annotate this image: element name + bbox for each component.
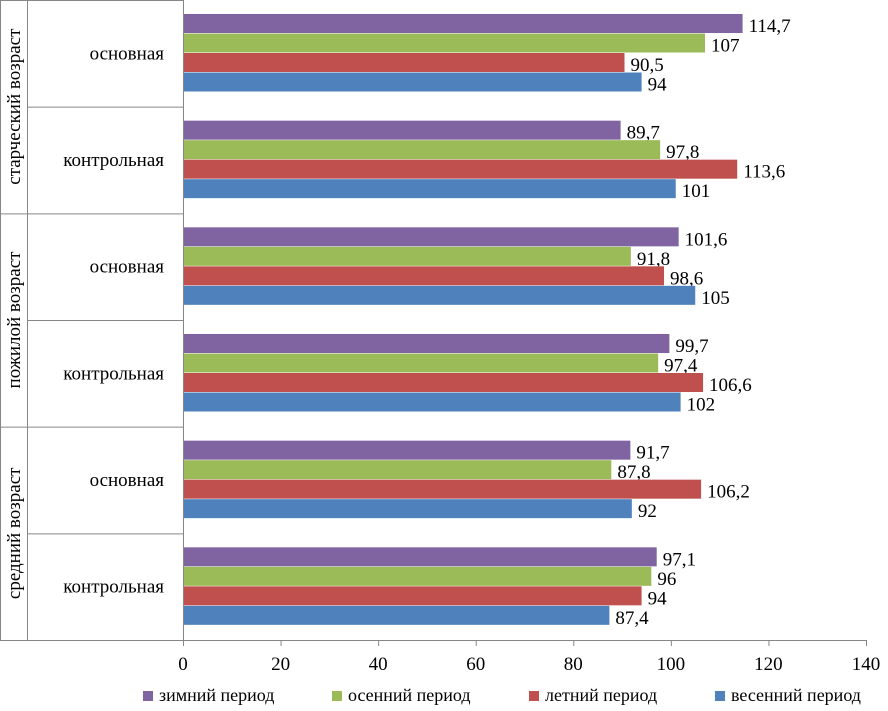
value-label-letniy: 90,5	[631, 55, 664, 76]
group-label: старческий возраст	[4, 28, 25, 185]
x-tick-label: 40	[369, 654, 388, 675]
group-label: средний возраст	[4, 467, 25, 599]
group-label: пожилой возраст	[4, 251, 25, 389]
bar-osenniy	[184, 460, 612, 480]
category-label: основная	[90, 470, 165, 491]
value-label-zimniy: 99,7	[675, 336, 708, 357]
x-tick-label: 80	[564, 654, 583, 675]
bar-zimniy	[184, 547, 657, 567]
value-label-zimniy: 101,6	[685, 229, 728, 250]
x-tick-label: 140	[852, 654, 881, 675]
value-label-vesenniy: 102	[687, 395, 716, 416]
x-tick-label: 60	[466, 654, 485, 675]
value-label-vesenniy: 101	[682, 181, 711, 202]
bar-vesenniy	[184, 285, 696, 305]
bar-zimniy	[184, 440, 631, 460]
x-tick-label: 120	[754, 654, 783, 675]
bar-osenniy	[184, 33, 706, 53]
legend-item-autumn: осенний период	[332, 685, 471, 706]
bar-zimniy	[184, 14, 743, 33]
bar-osenniy	[184, 353, 659, 373]
bar-vesenniy	[184, 392, 681, 412]
value-label-letniy: 113,6	[743, 162, 785, 183]
chart: 0 20 40 60 80 100 120 140основная114,710790,594…	[0, 0, 881, 675]
category-label: контрольная	[63, 577, 164, 598]
value-label-zimniy: 97,1	[663, 549, 696, 570]
value-label-vesenniy: 92	[638, 501, 657, 522]
bar-vesenniy	[184, 605, 610, 625]
legend-swatch-summer	[529, 690, 539, 701]
value-label-zimniy: 89,7	[627, 123, 660, 144]
legend-label-autumn: осенний период	[348, 685, 471, 705]
bar-vesenniy	[184, 179, 676, 199]
value-label-letniy: 94	[648, 588, 668, 609]
bar-zimniy	[184, 120, 621, 140]
x-tick-label: 0	[178, 654, 188, 675]
category-label: контрольная	[63, 150, 164, 171]
bar-letniy	[184, 479, 702, 499]
legend-label-winter: зимний период	[159, 685, 275, 705]
bar-osenniy	[184, 140, 661, 160]
value-label-osenniy: 107	[711, 36, 740, 57]
bar-zimniy	[184, 227, 679, 247]
value-label-letniy: 106,2	[707, 482, 750, 503]
bar-letniy	[184, 373, 704, 392]
value-label-zimniy: 114,7	[749, 16, 791, 37]
legend: зимний период осенний период летний пери…	[0, 683, 888, 707]
value-label-letniy: 106,6	[709, 375, 752, 396]
category-label: контрольная	[63, 363, 164, 384]
value-label-osenniy: 97,8	[666, 142, 699, 163]
bar-osenniy	[184, 566, 652, 586]
legend-item-winter: зимний период	[143, 685, 274, 706]
value-label-osenniy: 91,8	[637, 249, 670, 270]
value-label-osenniy: 97,4	[664, 356, 698, 377]
bar-zimniy	[184, 334, 670, 353]
legend-item-spring: весенний период	[715, 685, 861, 706]
legend-label-spring: весенний период	[731, 685, 861, 705]
legend-item-summer: летний период	[529, 685, 657, 706]
value-label-osenniy: 87,8	[617, 462, 650, 483]
legend-label-summer: летний период	[545, 685, 658, 705]
bar-letniy	[184, 266, 665, 286]
legend-swatch-autumn	[332, 690, 342, 701]
value-label-osenniy: 96	[657, 569, 676, 590]
bar-letniy	[184, 53, 625, 72]
bar-vesenniy	[184, 72, 642, 92]
bar-vesenniy	[184, 499, 632, 519]
value-label-vesenniy: 105	[701, 288, 730, 309]
legend-swatch-spring	[715, 690, 725, 701]
x-tick-label: 100	[657, 654, 686, 675]
value-label-zimniy: 91,7	[636, 443, 669, 464]
bar-letniy	[184, 159, 738, 179]
value-label-vesenniy: 94	[648, 75, 668, 96]
x-tick-label: 20	[271, 654, 290, 675]
legend-swatch-winter	[143, 690, 153, 701]
value-label-vesenniy: 87,4	[615, 608, 649, 629]
category-label: основная	[90, 43, 165, 64]
bar-osenniy	[184, 246, 631, 266]
category-label: основная	[90, 257, 165, 278]
value-label-letniy: 98,6	[670, 268, 703, 289]
bar-letniy	[184, 586, 642, 606]
